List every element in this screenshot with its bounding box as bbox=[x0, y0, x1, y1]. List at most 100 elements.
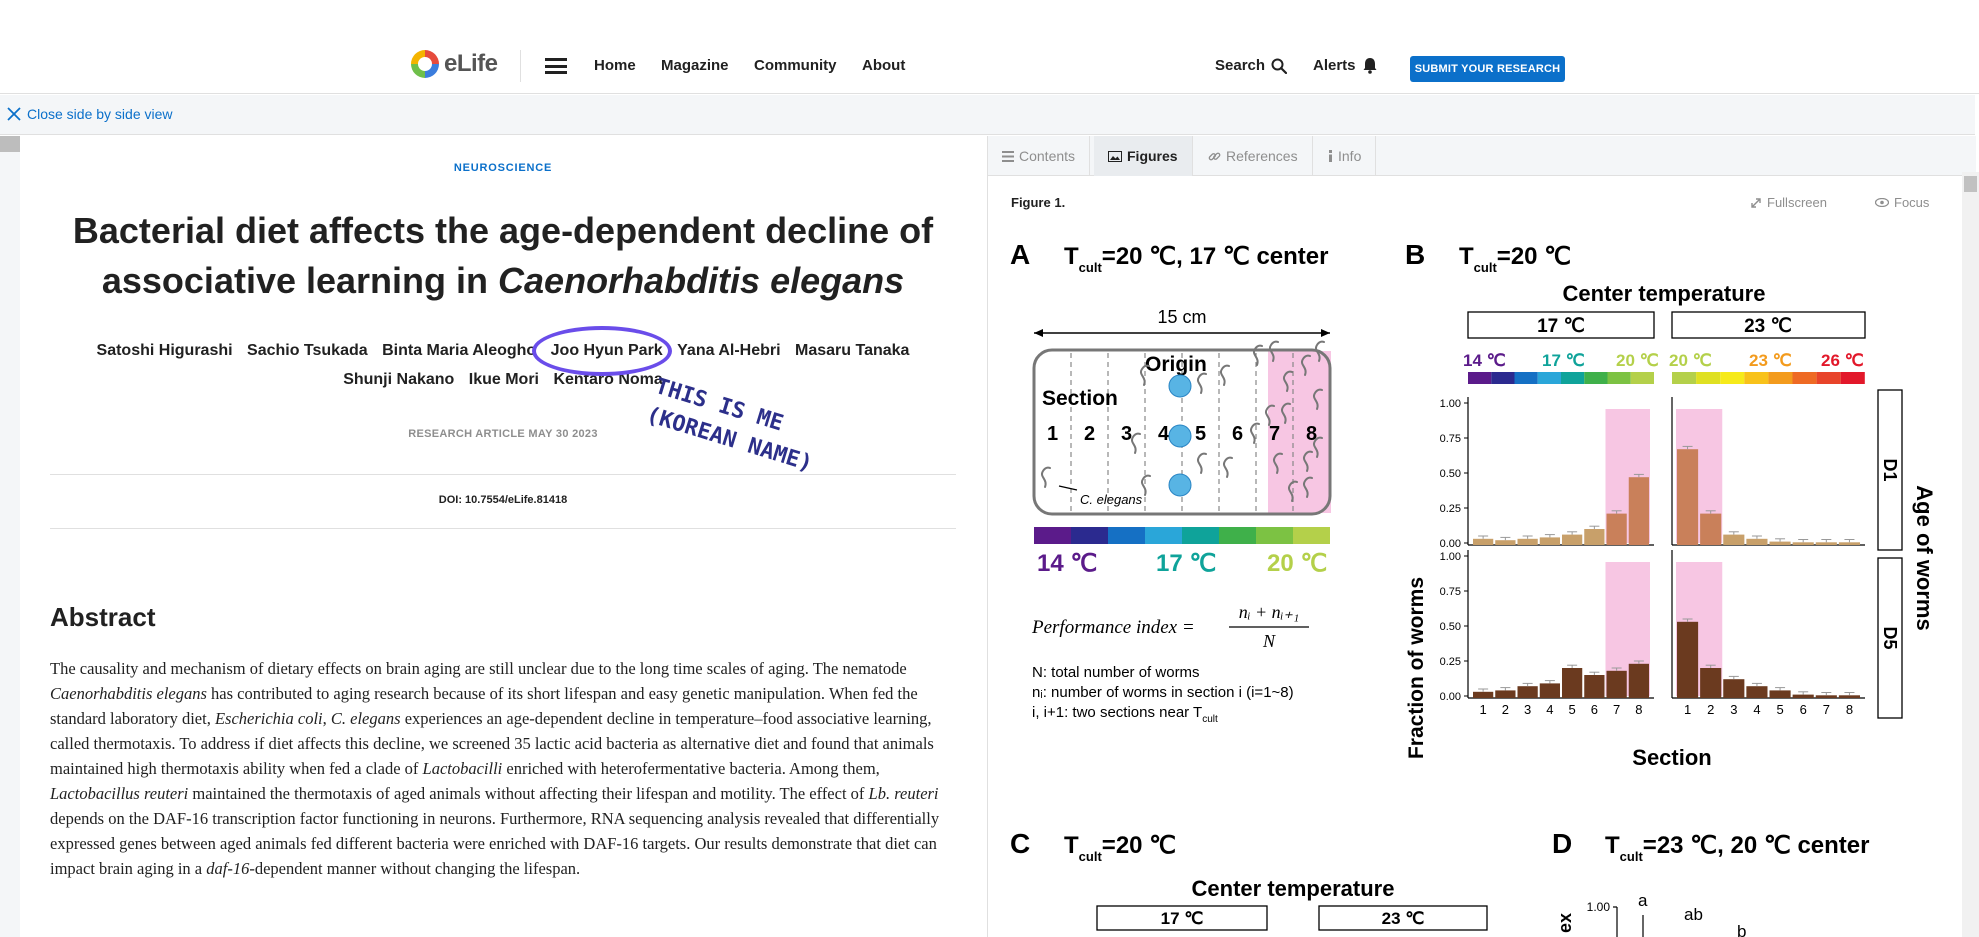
close-side-by-side-label: Close side by side view bbox=[27, 106, 173, 122]
x-tick-label: 5 bbox=[1776, 702, 1783, 717]
temp-label-14: 14 ℃ bbox=[1037, 550, 1097, 577]
elife-logo-icon bbox=[411, 50, 439, 78]
nav-search[interactable]: Search bbox=[1215, 57, 1288, 74]
worm-icon bbox=[1303, 476, 1313, 498]
tab-references[interactable]: References bbox=[1194, 136, 1313, 176]
bar bbox=[1606, 513, 1627, 545]
nav-home[interactable]: Home bbox=[594, 57, 636, 74]
abstract-segment: , bbox=[322, 709, 331, 728]
center-temperature-label: Center temperature bbox=[1563, 281, 1766, 306]
temp-label: 26 ℃ bbox=[1821, 351, 1864, 370]
author-name[interactable]: Binta Maria Aleogho bbox=[382, 342, 537, 359]
bar bbox=[1473, 691, 1494, 698]
focus-button[interactable]: Focus bbox=[1875, 195, 1929, 210]
gradient-segment bbox=[1584, 372, 1608, 384]
close-icon bbox=[7, 107, 21, 121]
top-nav: eLife Home Magazine Community About Sear… bbox=[0, 0, 1979, 94]
gradient-segment bbox=[1108, 527, 1145, 544]
bell-icon bbox=[1363, 58, 1377, 74]
left-scroll-handle[interactable] bbox=[0, 136, 20, 152]
temp-label: 14 ℃ bbox=[1463, 351, 1506, 370]
tab-label: References bbox=[1226, 148, 1298, 164]
worm-label: C. elegans bbox=[1080, 492, 1143, 507]
bar bbox=[1723, 679, 1745, 698]
abstract-italic: Lactobacilli bbox=[422, 759, 503, 778]
nav-magazine[interactable]: Magazine bbox=[661, 57, 729, 74]
bar bbox=[1838, 542, 1860, 545]
tab-label: Figures bbox=[1127, 148, 1178, 164]
tab-figures[interactable]: Figures bbox=[1094, 136, 1193, 176]
significance-letter: a bbox=[1638, 891, 1648, 910]
title-line2: associative learning in bbox=[101, 260, 499, 301]
tab-info[interactable]: Info bbox=[1314, 136, 1377, 176]
author-name[interactable]: Kentaro Noma bbox=[553, 371, 663, 388]
submit-research-button[interactable]: SUBMIT YOUR RESEARCH bbox=[1410, 56, 1565, 82]
group-box bbox=[1318, 905, 1488, 931]
group-label: 17 ℃ bbox=[1537, 316, 1585, 337]
worm-icon bbox=[1301, 354, 1311, 376]
x-tick-label: 6 bbox=[1591, 702, 1598, 717]
section-heading: Section bbox=[1042, 387, 1118, 410]
y-tick-label: 0.25 bbox=[1440, 656, 1461, 668]
link-icon bbox=[1208, 152, 1221, 160]
gradient-segment bbox=[1182, 527, 1219, 544]
bar bbox=[1628, 477, 1649, 545]
bar bbox=[1677, 621, 1699, 698]
y-tick-label: 0.00 bbox=[1440, 691, 1461, 703]
abstract-heading: Abstract bbox=[50, 602, 156, 632]
nav-divider bbox=[520, 50, 521, 82]
x-tick-label: 7 bbox=[1613, 702, 1620, 717]
bar bbox=[1746, 538, 1768, 545]
group-label: 23 ℃ bbox=[1744, 316, 1792, 337]
section-number: 2 bbox=[1084, 423, 1095, 445]
author-name[interactable]: Shunji Nakano bbox=[343, 371, 455, 388]
list-icon bbox=[1002, 150, 1014, 162]
divider bbox=[50, 474, 956, 475]
author-name[interactable]: Satoshi Higurashi bbox=[96, 342, 233, 359]
annotation-circle bbox=[532, 326, 672, 376]
group-box bbox=[1467, 311, 1655, 339]
nav-community[interactable]: Community bbox=[754, 57, 837, 74]
worm-icon bbox=[1303, 450, 1313, 472]
fullscreen-button[interactable]: Fullscreen bbox=[1750, 195, 1827, 210]
author-name[interactable]: Yana Al-Hebri bbox=[677, 342, 781, 359]
close-side-by-side-link[interactable]: Close side by side view bbox=[7, 106, 173, 122]
bar bbox=[1606, 670, 1627, 698]
worm-icon bbox=[1313, 388, 1323, 410]
worm-icon bbox=[1197, 372, 1207, 394]
abstract-italic: Lb. reuteri bbox=[868, 784, 939, 803]
gradient-segment bbox=[1145, 527, 1182, 544]
figure-scrollbar-thumb[interactable] bbox=[1964, 176, 1977, 192]
elife-logo[interactable]: eLife bbox=[411, 50, 498, 78]
x-tick-label: 3 bbox=[1524, 702, 1531, 717]
menu-icon[interactable] bbox=[545, 58, 567, 74]
image-icon bbox=[1108, 150, 1122, 162]
y-tick-label: 0.75 bbox=[1440, 433, 1461, 445]
formula-denominator: N bbox=[1262, 631, 1276, 651]
y-tick-label: 1.00 bbox=[1587, 900, 1611, 914]
worm-icon bbox=[1315, 340, 1325, 362]
tab-contents[interactable]: Contents bbox=[988, 136, 1091, 176]
author-name[interactable]: Sachio Tsukada bbox=[247, 342, 368, 359]
panel-a: A Tcult=20 ℃, 17 ℃ center 15 cm Section … bbox=[1010, 239, 1332, 725]
tab-label: Contents bbox=[1019, 148, 1076, 164]
author-name[interactable]: Ikue Mori bbox=[468, 371, 539, 388]
abstract-segment: depends on the DAF-16 transcription fact… bbox=[50, 809, 940, 878]
y-tick-label: 0.75 bbox=[1440, 586, 1461, 598]
nav-alerts[interactable]: Alerts bbox=[1313, 57, 1378, 74]
x-tick-label: 5 bbox=[1569, 702, 1576, 717]
subject-label[interactable]: NEUROSCIENCE bbox=[453, 162, 553, 174]
nav-about[interactable]: About bbox=[862, 57, 906, 74]
author-name[interactable]: Masaru Tanaka bbox=[795, 342, 910, 359]
x-tick-label: 1 bbox=[1684, 702, 1691, 717]
assay-plate bbox=[1032, 348, 1332, 516]
temp-label: 20 ℃ bbox=[1669, 351, 1712, 370]
bar bbox=[1495, 690, 1516, 698]
gradient-segment bbox=[1071, 527, 1108, 544]
worm-icon bbox=[1313, 436, 1323, 458]
legend-note: nᵢ: number of worms in section i (i=1~8) bbox=[1032, 684, 1294, 701]
abstract-segment: -dependent manner without changing the l… bbox=[249, 859, 581, 878]
doi-link[interactable]: DOI: 10.7554/eLife.81418 bbox=[438, 494, 568, 506]
figure-scrollbar[interactable] bbox=[1962, 172, 1979, 937]
abstract-segment: maintained the thermotaxis of aged anima… bbox=[188, 784, 869, 803]
